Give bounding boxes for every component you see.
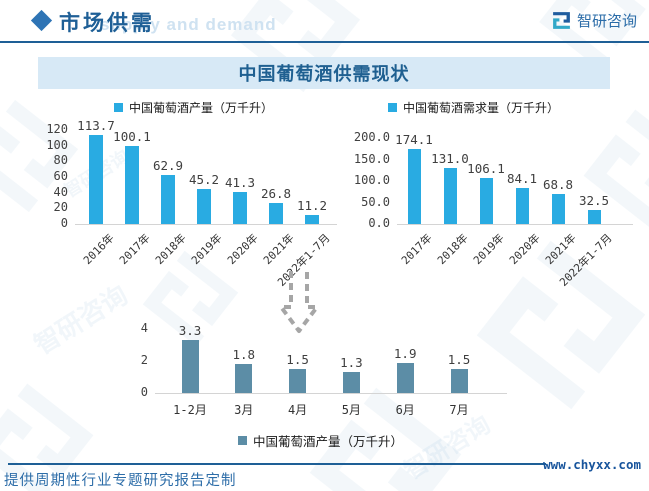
bar-7月 — [450, 369, 468, 393]
bar-2017年 — [125, 145, 139, 224]
page-title: 市场供需 — [59, 12, 155, 35]
bar-value-label: 26.8 — [260, 186, 292, 201]
y-tick-label: 40 — [53, 184, 68, 199]
legend-swatch-icon — [114, 103, 123, 112]
legend-swatch-icon — [238, 436, 247, 445]
legend-demand-yearly: 中国葡萄酒需求量（万千升） — [388, 99, 559, 116]
bar-2022年1-7月 — [587, 210, 601, 224]
y-tick-label: 4 — [140, 321, 148, 335]
bar-value-label: 1.9 — [393, 345, 417, 361]
bar-value-label: 106.1 — [467, 161, 505, 177]
bar-3月 — [235, 364, 253, 393]
y-tick-label: 200.0 — [353, 130, 390, 144]
bar-value-label: 3.3 — [178, 323, 202, 339]
bar-4月 — [289, 369, 307, 393]
x-tick-label: 4月 — [287, 403, 308, 417]
footer-tagline: 提供周期性行业专题研究报告定制 — [4, 473, 237, 489]
bar-2019年 — [197, 188, 211, 224]
bar-value-label: 11.2 — [296, 198, 328, 214]
y-tick-label: 2 — [140, 353, 148, 367]
brand-logo-icon — [553, 12, 570, 29]
bar-value-label: 1.3 — [340, 355, 363, 371]
chart-production-yearly: 0 20 40 60 80 100 120 113.7 2016年 100.1 2017年 62.9 2… — [30, 117, 342, 289]
legend-label: 中国葡萄酒产量（万千升） — [129, 101, 274, 115]
bar-value-label: 41.3 — [224, 174, 256, 190]
bar-value-label: 1.5 — [286, 352, 309, 367]
y-tick-label: 100.0 — [353, 173, 390, 187]
plot-area — [397, 138, 633, 225]
bar-6月 — [396, 362, 414, 393]
bar-2021年 — [269, 203, 283, 224]
bar-2022年1-7月 — [305, 215, 319, 224]
plot-area — [155, 329, 507, 394]
y-tick-label: 0 — [60, 216, 68, 230]
chart-title-banner: 中国葡萄酒供需现状 — [38, 57, 610, 89]
bar-5月 — [342, 372, 360, 393]
legend-production-monthly: 中国葡萄酒产量（万千升） — [238, 431, 403, 450]
y-tick-label: 120 — [46, 122, 68, 136]
x-tick-label: 6月 — [395, 403, 415, 417]
brand-logo: 智研咨询 — [551, 10, 637, 31]
bar-value-label: 1.5 — [447, 352, 471, 367]
y-tick-label: 50.0 — [361, 194, 390, 209]
bar-value-label: 45.2 — [188, 171, 220, 187]
y-tick-label: 100 — [46, 137, 68, 152]
bar-2017年 — [407, 149, 421, 224]
footer-divider — [8, 463, 546, 465]
down-arrow-icon — [279, 271, 319, 333]
bar-value-label: 84.1 — [506, 170, 538, 186]
bar-2020年 — [233, 191, 247, 224]
plot-area — [75, 130, 337, 225]
bar-value-label: 113.7 — [77, 117, 115, 133]
y-tick-label: 150.0 — [353, 151, 390, 166]
x-tick-label: 1-2月 — [173, 403, 207, 417]
bar-value-label: 68.8 — [542, 177, 574, 193]
bar-value-label: 174.1 — [395, 132, 433, 148]
bar-2018年 — [161, 174, 175, 224]
y-tick-label: 20 — [53, 200, 68, 215]
bar-1-2月 — [181, 340, 199, 393]
bar-value-label: 100.1 — [113, 128, 151, 144]
chart-demand-yearly: 0.0 50.0 100.0 150.0 200.0 174.1 2017年 131.0 201… — [342, 118, 647, 289]
x-tick-label: 3月 — [234, 403, 254, 417]
bar-value-label: 1.8 — [232, 347, 256, 363]
y-tick-label: 0.0 — [368, 216, 390, 230]
diamond-icon — [30, 9, 53, 32]
y-tick-label: 60 — [53, 169, 68, 183]
page-header: supply and demand 市场供需 智研咨询 — [0, 0, 649, 43]
bar-2021年 — [551, 194, 565, 224]
bar-value-label: 62.9 — [152, 157, 184, 173]
x-tick-label: 7月 — [449, 403, 469, 417]
chart-title: 中国葡萄酒供需现状 — [238, 64, 410, 84]
bar-2016年 — [89, 134, 103, 224]
legend-swatch-icon — [388, 103, 397, 112]
legend-label: 中国葡萄酒需求量（万千升） — [403, 101, 560, 115]
bar-2018年 — [443, 167, 457, 224]
chart-production-monthly: 0 2 4 3.3 1-2月 1.8 3月 1.5 4月 1.3 5月 1.9 6月 1.5 7月 — [100, 321, 550, 422]
header-watermark-text: supply and demand — [100, 15, 277, 34]
bar-2019年 — [479, 178, 493, 224]
y-tick-label: 0 — [140, 385, 148, 399]
x-tick-label: 5月 — [341, 403, 361, 417]
legend-production-yearly: 中国葡萄酒产量（万千升） — [114, 99, 273, 116]
legend-label: 中国葡萄酒产量（万千升） — [253, 435, 404, 449]
bar-2020年 — [515, 187, 529, 224]
bar-value-label: 131.0 — [431, 150, 469, 166]
brand-name: 智研咨询 — [576, 13, 637, 30]
y-tick-label: 80 — [53, 153, 68, 168]
bar-value-label: 32.5 — [578, 193, 610, 209]
website-link[interactable]: www.chyxx.com — [543, 457, 641, 472]
